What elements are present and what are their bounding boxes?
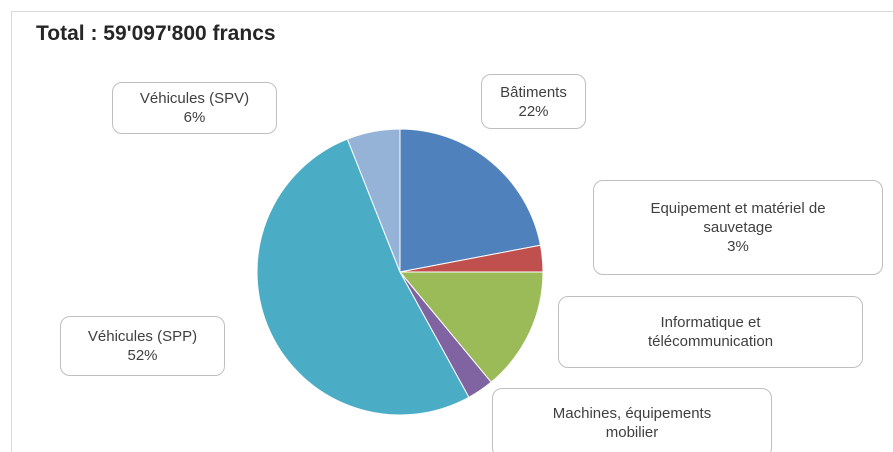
- value-label: 6%: [183, 109, 206, 126]
- data-label: Informatique et télécommunication: [558, 296, 863, 368]
- chart-frame: [11, 11, 893, 452]
- pie-slice: [346, 128, 401, 273]
- category-label: Véhicules (SPV): [139, 90, 250, 107]
- category-label: Informatique et télécommunication: [647, 314, 774, 350]
- data-label: Machines, équipements mobilier: [492, 388, 772, 452]
- value-label: 52%: [127, 347, 158, 364]
- chart-title: Total : 59'097'800 francs: [36, 22, 276, 45]
- pie-slice: [399, 128, 542, 273]
- data-label: Véhicules (SPP) 52%: [60, 316, 225, 376]
- pie-slice: [256, 138, 470, 416]
- pie-slice: [398, 271, 544, 383]
- category-label: Equipement et matériel de sauvetage: [650, 200, 826, 236]
- value-label: 22%: [518, 102, 549, 120]
- category-label: Machines, équipements mobilier: [552, 405, 712, 441]
- category-label: Bâtiments: [500, 83, 567, 101]
- data-label: Equipement et matériel de sauvetage 3%: [593, 180, 883, 275]
- data-label: Bâtiments 22%: [481, 74, 586, 129]
- category-label: Véhicules (SPP): [87, 328, 198, 345]
- data-label: Véhicules (SPV) 6%: [112, 82, 277, 134]
- value-label: 3%: [727, 238, 749, 255]
